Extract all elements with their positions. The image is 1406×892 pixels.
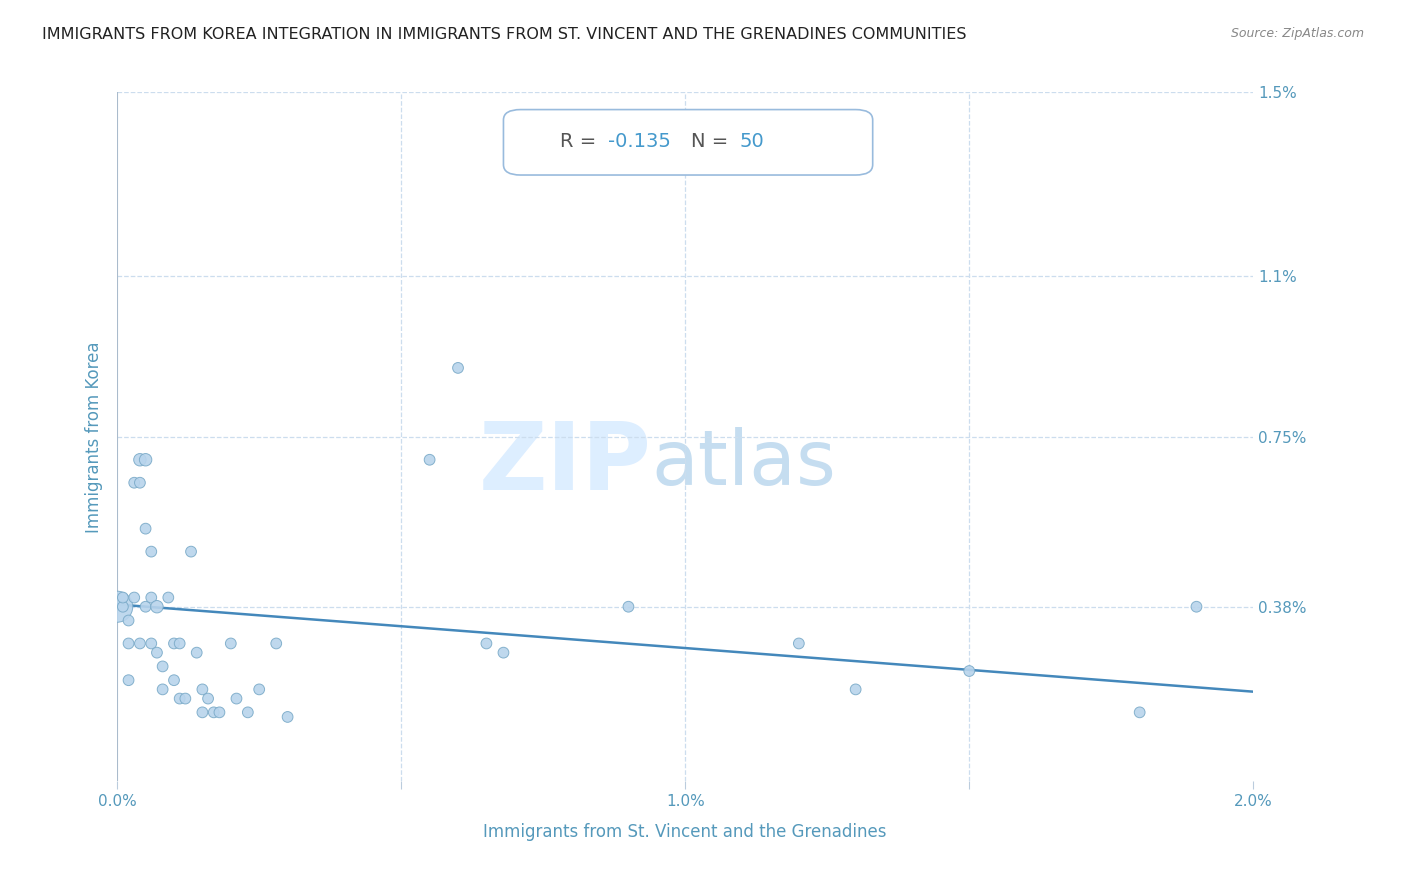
Point <box>157 591 180 605</box>
Point <box>277 710 299 724</box>
Point <box>202 706 225 720</box>
Point <box>129 452 152 467</box>
Text: Source: ZipAtlas.com: Source: ZipAtlas.com <box>1230 27 1364 40</box>
Point <box>129 475 152 490</box>
Point <box>111 591 134 605</box>
Point <box>117 614 139 628</box>
Point <box>163 636 186 650</box>
Point <box>146 646 169 660</box>
Point <box>135 522 157 536</box>
Text: 50: 50 <box>740 132 765 152</box>
Point <box>152 659 174 673</box>
Point <box>475 636 498 650</box>
Text: R =: R = <box>560 132 603 152</box>
Point <box>135 452 157 467</box>
FancyBboxPatch shape <box>503 110 873 175</box>
Point <box>129 636 152 650</box>
Point <box>163 673 186 688</box>
Point <box>236 706 259 720</box>
Point <box>208 706 231 720</box>
Point <box>447 360 470 375</box>
Text: atlas: atlas <box>651 427 837 501</box>
Text: -0.135: -0.135 <box>607 132 671 152</box>
Point <box>225 691 247 706</box>
Point <box>141 591 163 605</box>
Point <box>957 664 980 678</box>
Point <box>169 636 191 650</box>
Point <box>122 475 145 490</box>
Point <box>197 691 219 706</box>
Point <box>845 682 868 697</box>
Point <box>419 452 441 467</box>
Text: IMMIGRANTS FROM KOREA INTEGRATION IN IMMIGRANTS FROM ST. VINCENT AND THE GRENADI: IMMIGRANTS FROM KOREA INTEGRATION IN IMM… <box>42 27 967 42</box>
Point <box>1129 706 1152 720</box>
Point <box>174 691 197 706</box>
Text: ZIP: ZIP <box>478 418 651 510</box>
Point <box>264 636 287 650</box>
Text: N =: N = <box>690 132 734 152</box>
Point <box>186 646 208 660</box>
Point <box>117 673 139 688</box>
Y-axis label: Immigrants from Korea: Immigrants from Korea <box>86 341 103 533</box>
Point <box>1185 599 1208 614</box>
Point <box>787 636 810 650</box>
Point <box>146 599 169 614</box>
Point <box>247 682 270 697</box>
Point <box>141 544 163 558</box>
X-axis label: Immigrants from St. Vincent and the Grenadines: Immigrants from St. Vincent and the Gren… <box>484 823 887 841</box>
Point <box>122 591 145 605</box>
Point <box>105 599 128 614</box>
Point <box>191 706 214 720</box>
Point <box>152 682 174 697</box>
Point <box>111 599 134 614</box>
Point <box>135 599 157 614</box>
Point <box>191 682 214 697</box>
Point <box>169 691 191 706</box>
Point <box>219 636 242 650</box>
Point <box>617 599 640 614</box>
Point <box>141 636 163 650</box>
Point <box>117 636 139 650</box>
Point <box>492 646 515 660</box>
Point <box>180 544 202 558</box>
